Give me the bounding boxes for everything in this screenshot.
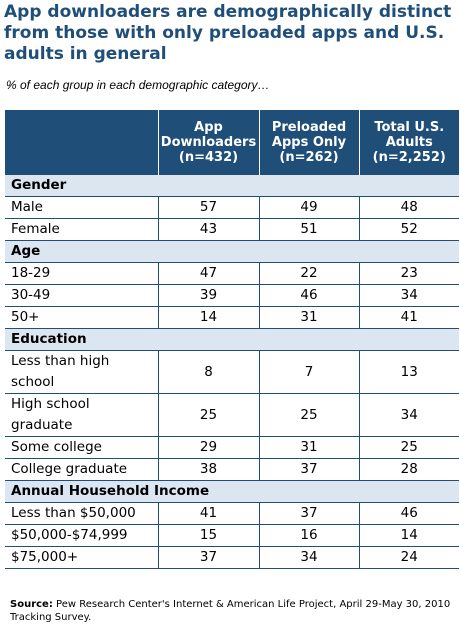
value-cell: 43 [157,218,259,241]
value-cell: 25 [258,393,359,437]
value-cell: 31 [258,436,359,459]
header-blank-cell [5,110,158,175]
table-row: $75,000+ 37 34 24 [5,546,459,569]
table-row: Female 43 51 52 [5,218,459,241]
value-cell: 8 [157,350,259,394]
value-cell: 14 [358,524,459,547]
source-label: Source: [10,599,53,610]
value-cell: 22 [258,262,359,285]
value-cell: 51 [258,218,359,241]
value-cell: 57 [157,196,259,219]
section-header-row: Gender [5,174,459,197]
column-header-line: App [194,119,223,135]
value-cell: 23 [358,262,459,285]
section-header: Age [5,240,459,263]
source-text: Pew Research Center's Internet & America… [10,599,451,623]
value-cell: 52 [358,218,459,241]
table-row: High school graduate 25 25 34 [5,393,459,437]
value-cell: 48 [358,196,459,219]
value-cell: 34 [358,393,459,437]
value-cell: 34 [358,284,459,307]
table-header: App Downloaders (n=432) Preloaded Apps O… [5,110,459,175]
row-label: $50,000-$74,999 [5,524,158,547]
table-row: Less than $50,000 41 37 46 [5,502,459,525]
value-cell: 34 [258,546,359,569]
section-header: Annual Household Income [5,480,459,503]
source-note: Source: Pew Research Center's Internet &… [10,598,455,624]
row-label: 50+ [5,306,158,329]
section-header-row: Annual Household Income [5,480,459,503]
value-cell: 39 [157,284,259,307]
value-cell: 37 [157,546,259,569]
row-label: Male [5,196,158,219]
table-row: $50,000-$74,999 15 16 14 [5,524,459,547]
value-cell: 38 [157,458,259,481]
demographics-table-container: App Downloaders (n=432) Preloaded Apps O… [5,110,459,569]
value-cell: 7 [258,350,359,394]
section-header: Education [5,328,459,351]
table-row: Some college 29 31 25 [5,436,459,459]
row-label: College graduate [5,458,158,481]
value-cell: 41 [157,502,259,525]
column-header-total-us-adults: Total U.S. Adults (n=2,252) [358,110,459,175]
value-cell: 46 [258,284,359,307]
column-header-line: (n=2,252) [372,149,446,165]
column-header-line: Adults [385,134,433,150]
row-label: Female [5,218,158,241]
column-header-line: (n=432) [178,149,239,165]
value-cell: 29 [157,436,259,459]
row-label: 18-29 [5,262,158,285]
value-cell: 24 [358,546,459,569]
value-cell: 49 [258,196,359,219]
column-header-line: Preloaded [271,119,347,135]
table-row: Male 57 49 48 [5,196,459,219]
value-cell: 28 [358,458,459,481]
table-row: Less than high school 8 7 13 [5,350,459,394]
table-body: Gender Male 57 49 48 Female 43 51 52 Age 18-29 47 22… [5,174,459,569]
table-row: 30-49 39 46 34 [5,284,459,307]
table-row: 50+ 14 31 41 [5,306,459,329]
section-header-row: Age [5,240,459,263]
demographics-table: App Downloaders (n=432) Preloaded Apps O… [5,110,459,569]
value-cell: 25 [358,436,459,459]
row-label: Less than $50,000 [5,502,158,525]
value-cell: 37 [258,502,359,525]
row-label: High school graduate [5,393,158,437]
column-header-line: Downloaders [160,134,257,150]
value-cell: 46 [358,502,459,525]
table-row: 18-29 47 22 23 [5,262,459,285]
column-header-line: Total U.S. [374,119,445,135]
value-cell: 15 [157,524,259,547]
column-header-preloaded-apps-only: Preloaded Apps Only (n=262) [258,110,359,175]
section-header: Gender [5,174,459,197]
row-label: Less than high school [5,350,158,394]
chart-subtitle: % of each group in each demographic cate… [6,78,270,92]
chart-title: App downloaders are demographically dist… [4,2,452,64]
value-cell: 14 [157,306,259,329]
column-header-line: (n=262) [279,149,339,165]
value-cell: 41 [358,306,459,329]
table-row: College graduate 38 37 28 [5,458,459,481]
section-header-row: Education [5,328,459,351]
row-label: Some college [5,436,158,459]
row-label: $75,000+ [5,546,158,569]
value-cell: 13 [358,350,459,394]
value-cell: 16 [258,524,359,547]
column-header-app-downloaders: App Downloaders (n=432) [157,110,259,175]
value-cell: 31 [258,306,359,329]
column-header-line: Apps Only [271,134,347,150]
value-cell: 25 [157,393,259,437]
value-cell: 47 [157,262,259,285]
row-label: 30-49 [5,284,158,307]
value-cell: 37 [258,458,359,481]
